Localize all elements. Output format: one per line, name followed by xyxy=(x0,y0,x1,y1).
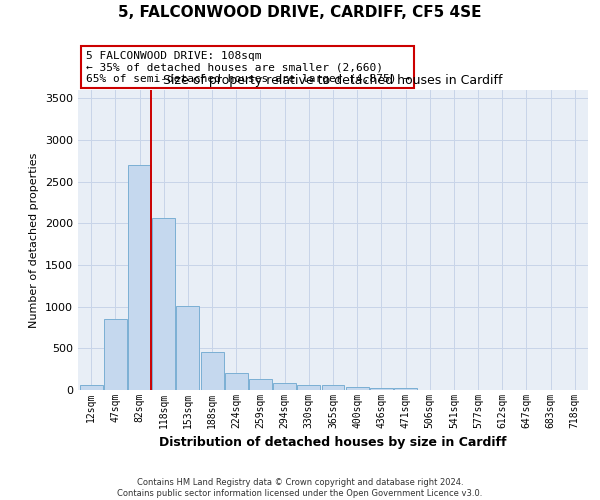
Bar xyxy=(298,384,320,390)
Bar xyxy=(104,319,127,390)
Bar xyxy=(370,388,393,390)
Text: 5, FALCONWOOD DRIVE, CARDIFF, CF5 4SE: 5, FALCONWOOD DRIVE, CARDIFF, CF5 4SE xyxy=(118,5,482,20)
Bar xyxy=(322,386,344,390)
Bar xyxy=(346,387,368,390)
Y-axis label: Number of detached properties: Number of detached properties xyxy=(29,152,40,328)
Bar xyxy=(152,218,175,390)
Bar xyxy=(225,374,248,390)
Bar xyxy=(249,379,272,390)
Bar xyxy=(80,386,103,390)
X-axis label: Distribution of detached houses by size in Cardiff: Distribution of detached houses by size … xyxy=(159,436,507,450)
Bar xyxy=(128,165,151,390)
Bar xyxy=(394,388,417,390)
Bar xyxy=(273,384,296,390)
Text: 5 FALCONWOOD DRIVE: 108sqm
← 35% of detached houses are smaller (2,660)
65% of s: 5 FALCONWOOD DRIVE: 108sqm ← 35% of deta… xyxy=(86,51,410,84)
Bar xyxy=(176,306,199,390)
Title: Size of property relative to detached houses in Cardiff: Size of property relative to detached ho… xyxy=(163,74,503,88)
Text: Contains HM Land Registry data © Crown copyright and database right 2024.
Contai: Contains HM Land Registry data © Crown c… xyxy=(118,478,482,498)
Bar xyxy=(200,352,224,390)
